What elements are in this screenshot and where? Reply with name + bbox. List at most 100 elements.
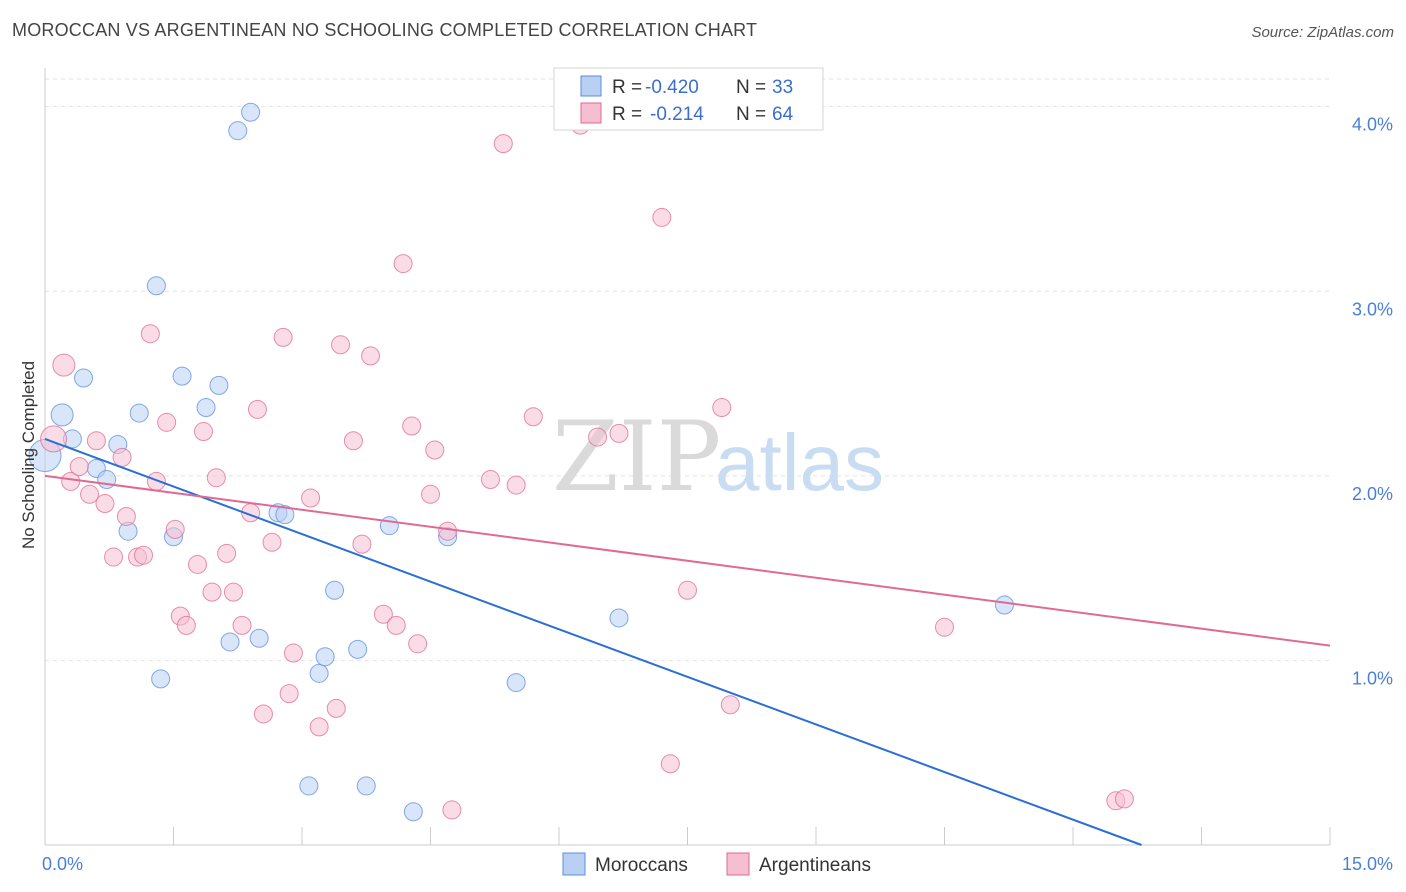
point-argentineans: [609, 423, 629, 443]
legend-swatch-moroccans: [580, 75, 602, 97]
point-moroccans: [403, 802, 423, 822]
point-argentineans: [720, 695, 740, 715]
point-moroccans: [348, 639, 368, 659]
point-argentineans: [69, 457, 89, 477]
point-argentineans: [343, 431, 363, 451]
point-argentineans: [373, 604, 393, 624]
point-argentineans: [247, 399, 267, 419]
point-argentineans: [165, 519, 185, 539]
point-argentineans: [232, 615, 252, 635]
svg-text:R =: R =: [612, 104, 642, 125]
point-moroccans: [299, 776, 319, 796]
point-argentineans: [301, 488, 321, 508]
point-argentineans: [273, 327, 293, 347]
watermark-atlas: atlas: [715, 418, 884, 507]
y-tick-label: 1.0%: [1352, 668, 1393, 688]
point-argentineans: [331, 335, 351, 355]
point-argentineans: [438, 521, 458, 541]
point-argentineans: [80, 484, 100, 504]
point-argentineans: [712, 398, 732, 418]
x-tick-label: 15.0%: [1342, 854, 1393, 874]
point-argentineans: [352, 534, 372, 554]
point-argentineans: [157, 412, 177, 432]
point-argentineans: [402, 416, 422, 436]
point-argentineans: [193, 422, 213, 442]
y-tick-label: 3.0%: [1352, 299, 1393, 319]
point-moroccans: [506, 673, 526, 693]
point-moroccans: [994, 595, 1014, 615]
point-moroccans: [249, 628, 269, 648]
point-argentineans: [283, 643, 303, 663]
chart-title: MOROCCAN VS ARGENTINEAN NO SCHOOLING COM…: [12, 20, 758, 40]
point-argentineans: [262, 532, 282, 552]
point-argentineans: [279, 684, 299, 704]
point-argentineans: [134, 545, 154, 565]
svg-text:N =: N =: [736, 104, 766, 125]
source-label: Source: ZipAtlas.com: [1251, 24, 1394, 41]
point-argentineans: [408, 634, 428, 654]
point-argentineans: [326, 698, 346, 718]
point-argentineans: [442, 800, 462, 820]
point-moroccans: [325, 580, 345, 600]
point-argentineans: [652, 207, 672, 227]
point-argentineans: [935, 617, 954, 637]
watermark-zip: ZIP: [552, 401, 721, 513]
point-argentineans: [146, 471, 166, 491]
bottom-legend: Moroccans Argentineans: [562, 852, 871, 876]
legend-n-argentineans: 64: [772, 104, 794, 125]
legend: R = -0.420 N = 33 R = -0.214 N = 64: [553, 67, 824, 131]
legend-n-moroccans: 33: [772, 77, 793, 98]
point-argentineans: [206, 468, 226, 488]
legend-r-argentineans: -0.214: [650, 104, 704, 125]
point-moroccans: [129, 403, 149, 423]
legend-swatch-argentineans: [580, 102, 602, 124]
y-tick-label: 2.0%: [1352, 484, 1393, 504]
point-argentineans: [660, 754, 680, 774]
point-argentineans: [506, 475, 526, 495]
point-moroccans: [309, 663, 329, 683]
trendline-argentineans: [44, 474, 1331, 647]
point-moroccans: [50, 403, 74, 427]
bottom-legend-argentineans: Argentineans: [759, 855, 871, 876]
trendline-moroccans: [44, 437, 1142, 846]
point-moroccans: [172, 366, 192, 386]
point-argentineans: [386, 615, 406, 635]
point-argentineans: [104, 547, 124, 567]
bottom-legend-swatch-moroccans: [562, 852, 586, 876]
point-moroccans: [151, 669, 171, 689]
point-argentineans: [425, 440, 445, 460]
point-argentineans: [40, 425, 68, 453]
point-argentineans: [523, 407, 543, 427]
point-argentineans: [361, 346, 381, 366]
point-moroccans: [241, 102, 261, 122]
point-argentineans: [202, 582, 222, 602]
x-tick-label: 0.0%: [42, 854, 83, 874]
point-argentineans: [1114, 789, 1134, 809]
point-argentineans: [421, 484, 440, 504]
point-argentineans: [493, 134, 513, 154]
legend-r-moroccans: -0.420: [645, 77, 699, 98]
point-moroccans: [209, 375, 229, 395]
point-argentineans: [52, 353, 76, 377]
point-argentineans: [86, 431, 106, 451]
point-moroccans: [196, 398, 216, 418]
point-moroccans: [379, 516, 399, 536]
point-argentineans: [253, 704, 273, 724]
point-moroccans: [315, 647, 335, 667]
point-argentineans: [588, 427, 608, 447]
point-argentineans: [140, 324, 160, 344]
point-argentineans: [187, 554, 207, 574]
point-argentineans: [116, 506, 136, 526]
point-moroccans: [609, 608, 629, 628]
point-argentineans: [480, 470, 500, 490]
point-argentineans: [223, 582, 243, 602]
point-argentineans: [393, 254, 413, 274]
point-moroccans: [74, 368, 94, 388]
svg-text:N =: N =: [736, 77, 766, 98]
bottom-legend-swatch-argentineans: [726, 852, 750, 876]
point-argentineans: [309, 717, 329, 737]
point-moroccans: [220, 632, 240, 652]
point-argentineans: [678, 580, 697, 600]
point-argentineans: [217, 543, 237, 563]
